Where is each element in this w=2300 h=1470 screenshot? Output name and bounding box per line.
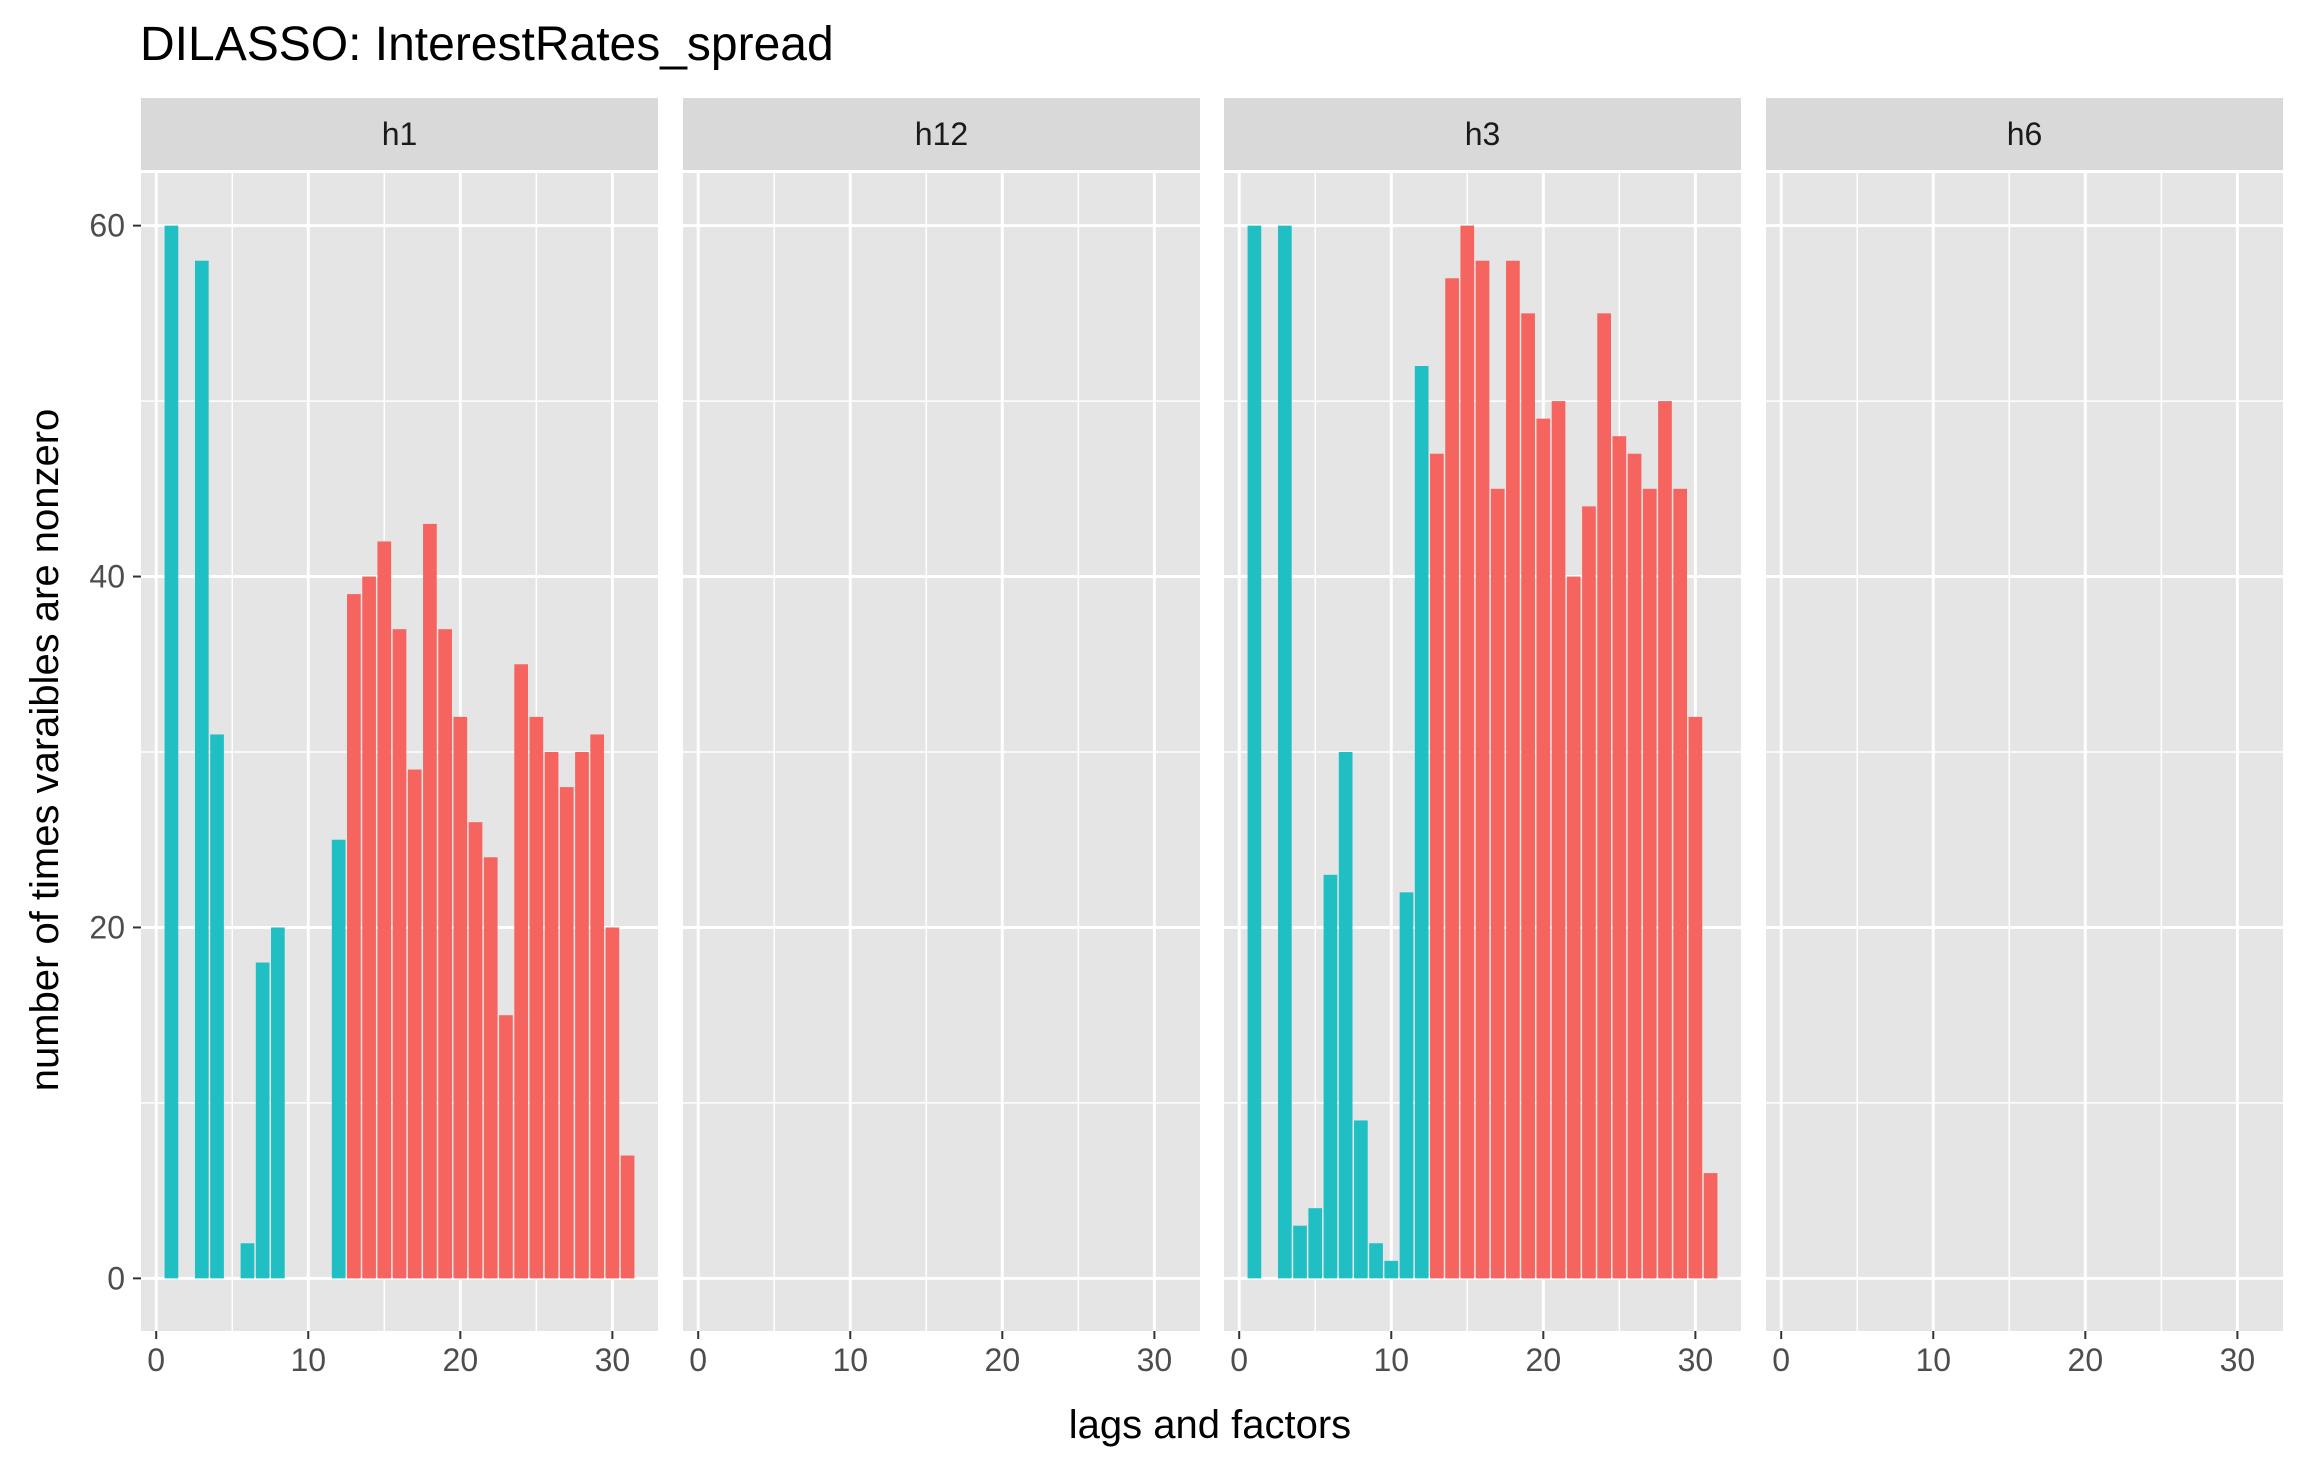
bar-factor bbox=[544, 752, 559, 1279]
y-tick-label: 60 bbox=[89, 208, 125, 244]
facet-strip bbox=[683, 98, 1200, 170]
bar-lag bbox=[1384, 1260, 1399, 1279]
bar-factor bbox=[1506, 260, 1520, 1279]
bar-factor bbox=[1642, 488, 1657, 1279]
bar-factor bbox=[347, 594, 361, 1279]
y-tick-label: 20 bbox=[89, 909, 125, 945]
bar-factor bbox=[423, 523, 437, 1279]
x-tick-label: 20 bbox=[1526, 1342, 1562, 1378]
x-tick-label: 30 bbox=[2220, 1342, 2256, 1378]
bar-lag bbox=[1308, 1208, 1323, 1279]
bar-factor bbox=[1612, 436, 1627, 1279]
bar-factor bbox=[438, 629, 452, 1279]
facet-strip bbox=[1766, 98, 2283, 170]
x-tick-label: 0 bbox=[1772, 1342, 1790, 1378]
bar-factor bbox=[1566, 576, 1581, 1279]
bar-factor bbox=[1627, 453, 1642, 1279]
bar-lag bbox=[1399, 892, 1414, 1279]
bar-lag bbox=[164, 225, 179, 1279]
bar-factor bbox=[499, 1015, 513, 1279]
bar-lag bbox=[1293, 1225, 1307, 1279]
bar-factor bbox=[529, 716, 544, 1279]
facet-strip-label: h6 bbox=[2007, 116, 2043, 152]
x-tick-label: 10 bbox=[832, 1342, 868, 1378]
bar-factor bbox=[1597, 313, 1611, 1279]
bar-lag bbox=[1369, 1243, 1383, 1279]
bar-lag bbox=[255, 962, 270, 1279]
facet-strip-label: h12 bbox=[915, 116, 968, 152]
bar-factor bbox=[1460, 225, 1475, 1279]
bar-lag bbox=[1323, 874, 1338, 1279]
x-tick-label: 20 bbox=[985, 1342, 1021, 1378]
bar-factor bbox=[514, 664, 528, 1279]
bar-factor bbox=[1703, 1173, 1718, 1279]
bar-factor bbox=[453, 716, 468, 1279]
bar-factor bbox=[1688, 716, 1703, 1279]
x-tick-label: 0 bbox=[147, 1342, 165, 1378]
y-tick-label: 40 bbox=[89, 559, 125, 595]
x-tick-label: 10 bbox=[1915, 1342, 1951, 1378]
bar-factor bbox=[362, 576, 376, 1279]
facet-panels: h1 0 10 20 30 0 20 40 60 h12 0 10 20 30 h3 0 10 20 30 h6 0 10… bbox=[89, 98, 2283, 1378]
x-tick-label: 20 bbox=[443, 1342, 479, 1378]
x-tick-label: 30 bbox=[595, 1342, 631, 1378]
facet-strip-label: h3 bbox=[1465, 116, 1501, 152]
bar-factor bbox=[1582, 506, 1596, 1279]
bar-lag bbox=[1354, 1120, 1368, 1279]
facet-h12: h12 0 10 20 30 bbox=[683, 98, 1200, 1378]
bar-lag bbox=[210, 734, 224, 1279]
bar-factor bbox=[1536, 418, 1551, 1279]
bar-factor bbox=[1658, 401, 1672, 1279]
x-axis-title: lags and factors bbox=[1069, 1403, 1351, 1447]
bar-lag bbox=[1277, 225, 1292, 1279]
facet-h1: h1 0 10 20 30 0 20 40 60 bbox=[89, 98, 658, 1378]
facet-strip bbox=[141, 98, 658, 170]
bar-factor bbox=[575, 752, 589, 1279]
bar-factor bbox=[1673, 488, 1688, 1279]
x-tick-label: 30 bbox=[1137, 1342, 1173, 1378]
bar-lag bbox=[1338, 752, 1353, 1279]
bar-factor bbox=[392, 629, 407, 1279]
x-tick-label: 0 bbox=[689, 1342, 707, 1378]
facet-strip bbox=[1224, 98, 1741, 170]
bar-lag bbox=[1247, 225, 1262, 1279]
x-tick-label: 10 bbox=[1373, 1342, 1409, 1378]
facet-strip-label: h1 bbox=[382, 116, 418, 152]
bar-factor bbox=[1551, 401, 1566, 1279]
bar-lag bbox=[331, 839, 346, 1279]
x-tick-label: 0 bbox=[1230, 1342, 1248, 1378]
bar-factor bbox=[1430, 453, 1444, 1279]
x-tick-label: 20 bbox=[2068, 1342, 2104, 1378]
facet-h3: h3 0 10 20 30 bbox=[1224, 98, 1741, 1378]
bar-factor bbox=[559, 787, 574, 1279]
bar-factor bbox=[590, 734, 605, 1279]
bar-factor bbox=[377, 541, 392, 1279]
bar-factor bbox=[620, 1155, 635, 1279]
bar-factor bbox=[1521, 313, 1535, 1279]
x-tick-label: 10 bbox=[290, 1342, 326, 1378]
chart-title: DILASSO: InterestRates_spread bbox=[140, 18, 834, 71]
bar-factor bbox=[468, 822, 483, 1279]
bar-factor bbox=[1490, 488, 1505, 1279]
bar-lag bbox=[271, 927, 285, 1279]
bar-factor bbox=[1475, 260, 1490, 1279]
x-tick-label: 30 bbox=[1678, 1342, 1714, 1378]
bar-factor bbox=[483, 857, 498, 1279]
y-axis-title: number of times varaibles are nonzero bbox=[23, 409, 67, 1092]
facet-h6: h6 0 10 20 30 bbox=[1766, 98, 2283, 1378]
bar-factor bbox=[1445, 278, 1459, 1279]
bar-factor bbox=[605, 927, 620, 1279]
y-tick-label: 0 bbox=[107, 1260, 125, 1296]
bar-lag bbox=[1414, 366, 1429, 1279]
bar-factor bbox=[407, 769, 422, 1279]
bar-lag bbox=[240, 1243, 255, 1279]
bar-lag bbox=[194, 260, 209, 1279]
